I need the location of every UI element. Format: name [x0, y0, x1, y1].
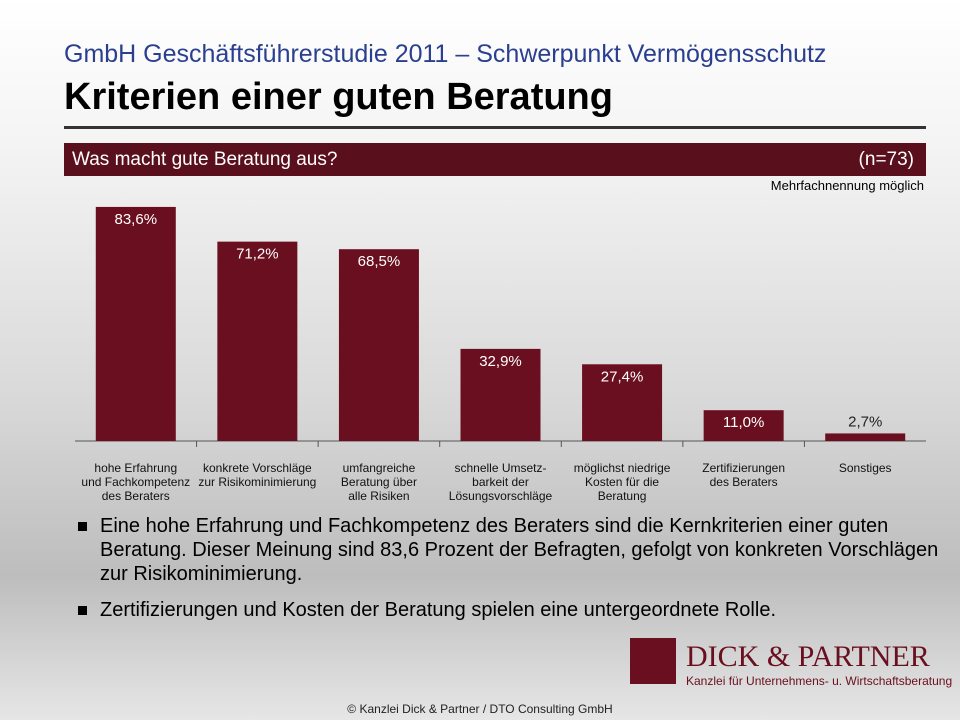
logo-name: DICK & PARTNER [686, 640, 930, 673]
logo-mark [630, 638, 676, 684]
logo: DICK & PARTNER Kanzlei für Unternehmens-… [630, 638, 952, 690]
category-label: hohe Erfahrung [94, 461, 177, 475]
bar [95, 206, 176, 441]
category-label: und Fachkompetenz [81, 475, 190, 489]
category-label: Zertifizierungen [702, 461, 785, 475]
subtitle: GmbH Geschäftsführerstudie 2011 – Schwer… [64, 40, 827, 68]
bar [703, 410, 784, 441]
category-label: zur Risikominimierung [198, 475, 316, 489]
category-label: barkeit der [472, 475, 529, 489]
category-label: Kosten für die [585, 475, 659, 489]
value-label: 2,7% [848, 413, 882, 430]
bar [338, 249, 419, 441]
category-label: konkrete Vorschläge [203, 461, 312, 475]
category-label: umfangreiche [343, 461, 416, 475]
category-label: des Beraters [102, 489, 170, 503]
category-label: Beratung [598, 489, 647, 503]
bar [217, 241, 298, 441]
title: Kriterien einer guten Beratung [64, 76, 613, 118]
question-band: Was macht gute Beratung aus? (n=73) [64, 143, 926, 176]
category-label: Beratung über [341, 475, 417, 489]
category-label: möglichst niedrige [574, 461, 671, 475]
bullet: Eine hohe Erfahrung und Fachkompetenz de… [76, 514, 946, 586]
category-label: Sonstiges [839, 461, 892, 475]
footer: © Kanzlei Dick & Partner / DTO Consultin… [347, 702, 613, 716]
value-label: 71,2% [236, 246, 279, 263]
bullet-list: Eine hohe Erfahrung und Fachkompetenz de… [76, 514, 946, 634]
sample-size: (n=73) [858, 149, 914, 170]
bar [825, 433, 906, 441]
bar [582, 364, 663, 441]
category-label: schnelle Umsetz- [454, 461, 546, 475]
category-label: des Beraters [710, 475, 778, 489]
chart-note: Mehrfachnennung möglich [771, 178, 924, 193]
chart-title: Was macht gute Beratung aus? [72, 149, 338, 170]
bullet: Zertifizierungen und Kosten der Beratung… [76, 598, 946, 622]
value-label: 83,6% [115, 211, 158, 228]
logo-tagline: Kanzlei für Unternehmens- u. Wirtschafts… [686, 674, 953, 688]
value-label: 68,5% [358, 253, 401, 270]
value-label: 11,0% [723, 414, 764, 431]
divider [64, 126, 926, 129]
bar [460, 348, 541, 441]
category-label: alle Risiken [348, 489, 409, 503]
value-label: 27,4% [601, 368, 644, 385]
category-label: Lösungsvorschläge [449, 489, 553, 503]
value-label: 32,9% [479, 353, 522, 370]
